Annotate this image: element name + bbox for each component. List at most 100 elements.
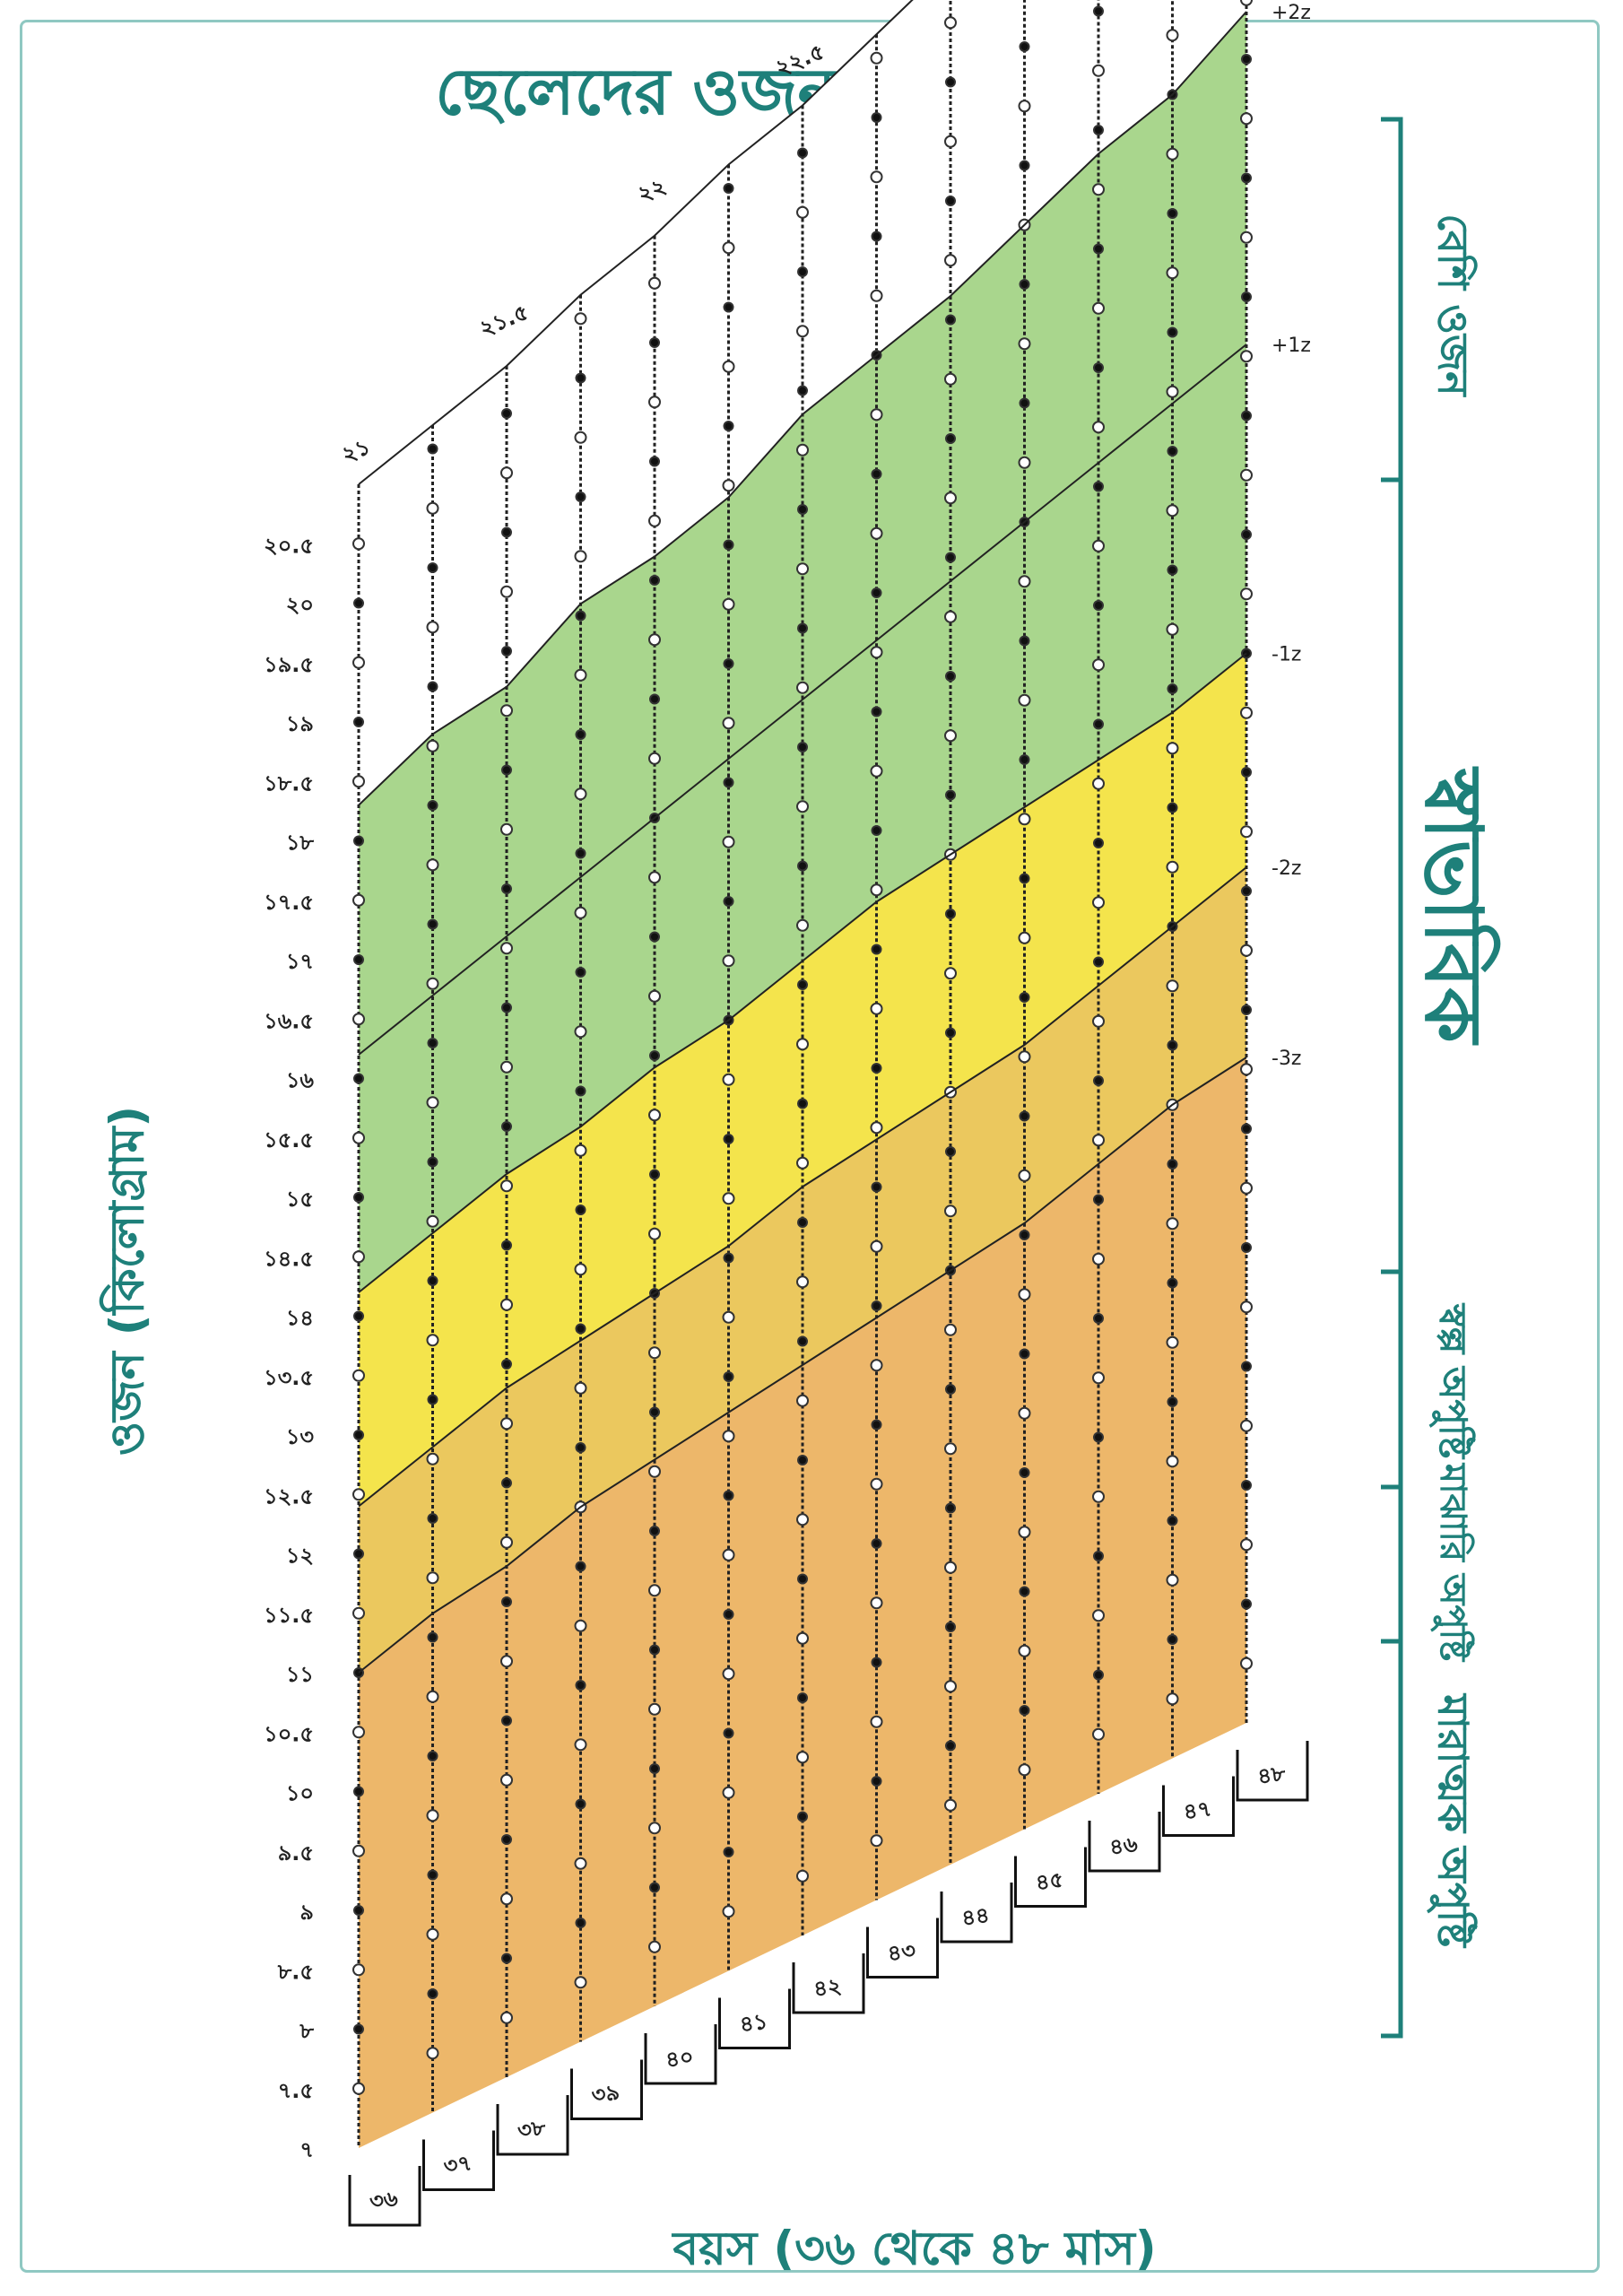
x-tick-label: ৪২ — [812, 1973, 843, 2002]
grid-dot — [649, 1169, 660, 1180]
grid-dot — [352, 1726, 365, 1739]
grid-dot — [722, 1786, 735, 1799]
grid-dot — [945, 433, 956, 444]
grid-dot — [1019, 635, 1030, 647]
grid-dot — [870, 170, 883, 184]
grid-dot — [1018, 1763, 1031, 1777]
x-tick-box — [792, 1953, 865, 2014]
grid-dot — [1240, 825, 1253, 839]
grid-dot — [1167, 1515, 1178, 1526]
grid-dot — [427, 443, 438, 455]
grid-dot — [426, 1452, 439, 1465]
grid-dot — [871, 1776, 882, 1787]
grid-dot — [944, 135, 957, 148]
grid-dot — [353, 1310, 364, 1322]
grid-dot — [649, 931, 660, 943]
grid-dot — [1019, 397, 1030, 409]
grid-dot — [1240, 1538, 1253, 1552]
grid-dot — [1018, 1169, 1031, 1182]
grid-dot — [797, 1098, 808, 1109]
zone-label: মাঝারি অপুষ্টি — [1432, 1463, 1473, 1662]
grid-dot — [1092, 658, 1105, 672]
grid-dot — [796, 918, 809, 932]
grid-dot — [352, 893, 365, 907]
grid-dot — [1166, 622, 1179, 636]
grid-dot — [500, 1417, 513, 1431]
line--2z — [358, 866, 1247, 1508]
grid-dot — [1092, 1014, 1105, 1028]
grid-dot — [1092, 896, 1105, 909]
grid-dot — [1241, 1242, 1252, 1253]
grid-dot — [353, 1073, 364, 1084]
grid-dot — [500, 1535, 513, 1549]
grid-dot — [797, 622, 808, 634]
grid-dot — [723, 1609, 734, 1620]
grid-dot — [1240, 1419, 1253, 1432]
grid-dot — [501, 1002, 512, 1013]
grid-dot — [722, 1192, 735, 1205]
grid-dot — [1167, 1159, 1178, 1170]
grid-dot — [1093, 1431, 1104, 1443]
y-tick-label: ১৯ — [286, 711, 314, 736]
grid-dot — [1092, 1252, 1105, 1265]
y-tick-label: ১০.৫ — [264, 1721, 314, 1746]
grid-dot — [1166, 385, 1179, 398]
line--3z — [358, 1057, 1247, 1674]
grid-dot — [1241, 291, 1252, 302]
grid-dot — [574, 1263, 587, 1276]
grid-dot — [501, 1121, 512, 1132]
grid-dot — [871, 1419, 882, 1431]
x-tick-box — [940, 1883, 1013, 1944]
grid-dot — [500, 822, 513, 836]
grid-dot — [353, 954, 364, 965]
grid-dot — [1093, 481, 1104, 492]
zone-label: স্বল্প অপুষ্টি — [1431, 1303, 1476, 1459]
grid-dot — [796, 1631, 809, 1645]
grid-dot — [1240, 587, 1253, 601]
grid-dot — [944, 610, 957, 623]
grid-dot — [501, 1952, 512, 1964]
grid-dot — [1240, 112, 1253, 126]
grid-dot — [427, 1513, 438, 1524]
grid-dot — [797, 742, 808, 752]
grid-dot — [500, 1655, 513, 1668]
y-tick-label: ১৫ — [286, 1187, 314, 1212]
y-tick-label: ১৭.৫ — [264, 890, 314, 915]
grid-dot — [352, 1013, 365, 1026]
x-tick-box — [570, 2059, 643, 2120]
grid-dot — [723, 658, 734, 669]
grid-dot — [1093, 243, 1104, 255]
grid-dot — [796, 1394, 809, 1407]
grid-dot — [426, 1096, 439, 1109]
grid-dot — [797, 504, 808, 515]
grid-dot — [1092, 301, 1105, 315]
grid-dot — [1166, 1455, 1179, 1468]
grid-dot — [797, 1455, 808, 1465]
grid-dot — [1093, 718, 1104, 730]
grid-dot — [574, 1381, 587, 1395]
grid-dot — [945, 552, 956, 563]
grid-dot — [427, 562, 438, 573]
grid-dot — [648, 514, 661, 527]
grid-dot — [575, 1205, 586, 1215]
grid-dot — [945, 1146, 956, 1157]
grid-dot — [1092, 1727, 1105, 1741]
grid-dot — [1241, 54, 1252, 65]
grid-dot — [1167, 683, 1178, 694]
grid-dot — [352, 1844, 365, 1857]
grid-dot — [501, 1834, 512, 1845]
grid-dot — [575, 1323, 586, 1335]
grid-dot — [797, 1692, 808, 1703]
grid-dot — [1018, 813, 1031, 826]
grid-dot — [352, 1131, 365, 1144]
grid-dot — [944, 372, 957, 386]
grid-dot — [1240, 468, 1253, 482]
z-label-+1z: +1z — [1271, 335, 1311, 357]
y-tick-label: ৮.৫ — [277, 1959, 314, 1984]
grid-dot — [1166, 29, 1179, 42]
grid-dot — [1167, 564, 1178, 576]
grid-dot — [1240, 1063, 1253, 1076]
grid-dot — [353, 597, 364, 609]
grid-dot — [574, 1857, 587, 1870]
